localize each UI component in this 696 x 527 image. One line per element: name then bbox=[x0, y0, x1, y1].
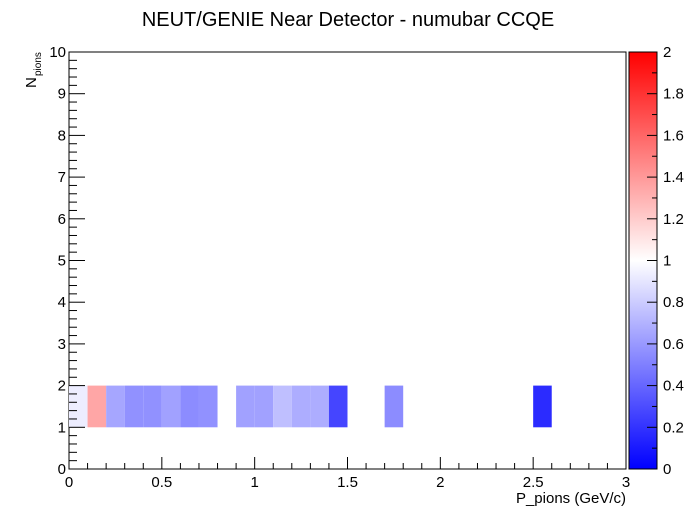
x-tick-label: 1.5 bbox=[337, 474, 358, 491]
x-tick-label: 3 bbox=[622, 474, 630, 491]
x-tick-label: 0.5 bbox=[151, 474, 172, 491]
y-axis-label-main: N bbox=[23, 77, 40, 88]
x-tick-label: 1 bbox=[250, 474, 258, 491]
heatmap-cell bbox=[143, 385, 162, 428]
y-axis-label: N pions bbox=[23, 52, 44, 88]
x-tick-label: 2 bbox=[436, 474, 444, 491]
heatmap-cell bbox=[87, 385, 107, 428]
x-axis-label: P_pions (GeV/c) bbox=[516, 490, 626, 507]
z-tick-label: 0.2 bbox=[663, 419, 684, 436]
z-tick-label: 1.2 bbox=[663, 211, 684, 228]
heatmap-cells bbox=[69, 385, 552, 428]
y-tick-label: 2 bbox=[58, 378, 66, 395]
z-tick-label: 0 bbox=[663, 461, 671, 478]
z-tick-label: 1.4 bbox=[663, 169, 684, 186]
heatmap-cell bbox=[106, 385, 125, 428]
z-tick-label: 0.4 bbox=[663, 378, 684, 395]
z-tick-label: 1 bbox=[663, 253, 671, 270]
heatmap-cell bbox=[161, 385, 181, 428]
y-tick-label: 1 bbox=[58, 419, 66, 436]
x-tick-label: 0 bbox=[65, 474, 73, 491]
z-tick-label: 2 bbox=[663, 44, 671, 61]
heatmap-cell bbox=[180, 385, 199, 428]
heatmap-cell bbox=[69, 385, 88, 428]
y-tick-label: 6 bbox=[58, 211, 66, 228]
y-tick-label: 8 bbox=[58, 127, 66, 144]
heatmap-cell bbox=[273, 385, 292, 428]
y-tick-label: 0 bbox=[58, 461, 66, 478]
heatmap-cell bbox=[291, 385, 311, 428]
y-tick-label: 4 bbox=[58, 294, 66, 311]
z-tick-label: 0.6 bbox=[663, 336, 684, 353]
heatmap-cell bbox=[254, 385, 274, 428]
heatmap-cell bbox=[328, 385, 348, 428]
heatmap-cell bbox=[310, 385, 329, 428]
heatmap-cell bbox=[124, 385, 144, 428]
chart-title: NEUT/GENIE Near Detector - numubar CCQE bbox=[142, 9, 554, 31]
heatmap-cell bbox=[236, 385, 255, 428]
z-tick-label: 1.6 bbox=[663, 127, 684, 144]
y-tick-label: 10 bbox=[49, 44, 66, 61]
x-tick-label: 2.5 bbox=[523, 474, 544, 491]
y-tick-label: 3 bbox=[58, 336, 66, 353]
heatmap-cell bbox=[384, 385, 404, 428]
y-axis-label-sub: pions bbox=[33, 52, 44, 76]
z-tick-label: 1.8 bbox=[663, 86, 684, 103]
heatmap-cell bbox=[533, 385, 552, 428]
color-scale-axis: 0 0.2 0.4 0.6 0.8 1 1.2 1.4 1.6 1.8 2 bbox=[647, 44, 684, 478]
y-tick-label: 9 bbox=[58, 86, 66, 103]
y-tick-label: 5 bbox=[58, 253, 66, 270]
y-tick-label: 7 bbox=[58, 169, 66, 186]
heatmap-cell bbox=[198, 385, 218, 428]
axes: 0 0.5 1 1.5 2 2.5 3 0 1 2 3 4 5 6 7 8 9 10 bbox=[49, 44, 630, 491]
z-tick-label: 0.8 bbox=[663, 294, 684, 311]
